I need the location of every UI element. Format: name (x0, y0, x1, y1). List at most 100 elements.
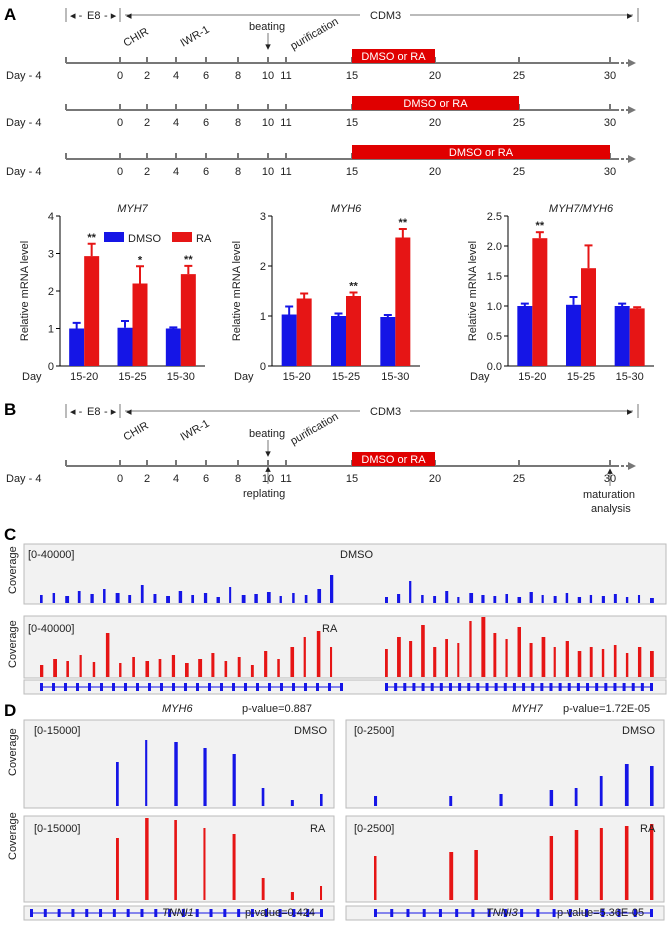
gene-exon (181, 909, 185, 917)
treatment-bar (352, 49, 435, 63)
gene-exon (30, 909, 33, 917)
gene-exon (264, 909, 268, 917)
treatment-bar (352, 96, 519, 110)
coverage-peak (254, 594, 258, 603)
gene-exon (403, 683, 407, 691)
coverage-peak (132, 657, 135, 677)
coverage-peak (445, 639, 448, 677)
bar-dmso (517, 306, 533, 366)
coverage-peak (92, 662, 96, 677)
gene-exon (617, 909, 621, 917)
gene-exon (195, 909, 199, 917)
y-tick-label: 2.5 (487, 211, 502, 223)
coverage-peak (128, 595, 132, 603)
gene-exon (40, 683, 43, 691)
day-tick-label: 8 (235, 70, 241, 82)
gene-exon (471, 909, 475, 917)
bar-dmso (165, 328, 181, 366)
coverage-peak (624, 826, 629, 900)
gene-exon (320, 909, 323, 917)
gene-exon (112, 909, 116, 917)
range-label: [0-40000] (28, 549, 74, 561)
coverage-peak (574, 788, 578, 806)
y-tick-label: 2.0 (487, 241, 502, 253)
ra-track-label: RA (322, 623, 338, 635)
coverage-peak (499, 794, 503, 806)
gene-exon (292, 683, 295, 691)
bar-ra (346, 296, 361, 366)
coverage-peak (433, 596, 437, 603)
coverage-peak (52, 593, 56, 603)
coverage-peak (650, 824, 654, 900)
coverage-peak (266, 592, 271, 603)
panel-label-b: B (4, 400, 16, 419)
coverage-peak (158, 659, 162, 677)
gene-exon (576, 683, 580, 691)
pvalue-myh7: p-value=1.72E-05 (563, 703, 650, 715)
day-tick-label: 0 (117, 473, 123, 485)
coverage-peak (449, 796, 453, 806)
coverage-peak (457, 643, 460, 677)
gene-exon (306, 909, 310, 917)
gene-exon (57, 909, 61, 917)
coverage-label: Coverage (7, 728, 19, 776)
gene-exon (237, 909, 241, 917)
day-tick-label: 10 (262, 166, 274, 178)
gene-exon (184, 683, 187, 691)
bar-ra (132, 283, 148, 366)
gene-exon (280, 683, 283, 691)
day-tick-label: 15 (346, 473, 358, 485)
gene-exon (585, 909, 589, 917)
coverage-peak (650, 651, 654, 677)
arrow-down-glyph: ▾ (265, 41, 271, 53)
track-box (23, 815, 335, 903)
bar-ra (532, 238, 548, 366)
x-tick-label: 15-30 (381, 371, 409, 383)
coverage-peak (171, 655, 176, 677)
gene-exon (292, 909, 296, 917)
coverage-peak (529, 592, 533, 603)
day-tick-label: 10 (262, 70, 274, 82)
coverage-peak (481, 595, 485, 603)
significance-label: ** (399, 217, 408, 229)
e8-label: E8 (87, 10, 100, 22)
coverage-peak (374, 856, 377, 900)
coverage-peak (229, 587, 232, 603)
gene-exon (586, 683, 590, 691)
arrow-up-glyph: ▴ (607, 465, 613, 477)
coverage-peak (517, 597, 522, 603)
coverage-peak (53, 659, 57, 677)
gene-exon (208, 683, 211, 691)
gene-exon (494, 683, 498, 691)
bar-ra (629, 308, 645, 366)
panel-label-c: C (4, 525, 16, 544)
chart-title: MYH7 (117, 203, 148, 215)
cdm3-label: CDM3 (370, 406, 401, 418)
dmso-track-label: DMSO (622, 725, 655, 737)
day-tick-label: 10 (262, 473, 274, 485)
arrow-left-glyph: ◂ (126, 406, 132, 418)
day-tick-label: 30 (604, 473, 616, 485)
coverage-peak (541, 637, 546, 677)
significance-label: ** (184, 254, 193, 266)
day-tick-label: 6 (203, 117, 209, 129)
day-tick-label: 20 (429, 473, 441, 485)
iwr-label: IWR-1 (179, 24, 212, 50)
gene-exon (549, 683, 553, 691)
day-tick-label: 4 (173, 70, 179, 82)
x-tick-label: 15-25 (118, 371, 146, 383)
coverage-peak (601, 649, 605, 677)
day-tick-label: 2 (144, 166, 150, 178)
coverage-peak (185, 663, 189, 677)
day-tick-label: 15 (346, 70, 358, 82)
gene-exon (412, 683, 416, 691)
gene-exon (512, 683, 516, 691)
gene-exon (633, 909, 637, 917)
bar-ra (180, 274, 196, 366)
bar-dmso (566, 304, 581, 366)
coverage-peak (601, 596, 605, 603)
arrow-up-glyph: ▴ (265, 463, 271, 475)
gene-exon (458, 683, 462, 691)
gene-exon (160, 683, 163, 691)
